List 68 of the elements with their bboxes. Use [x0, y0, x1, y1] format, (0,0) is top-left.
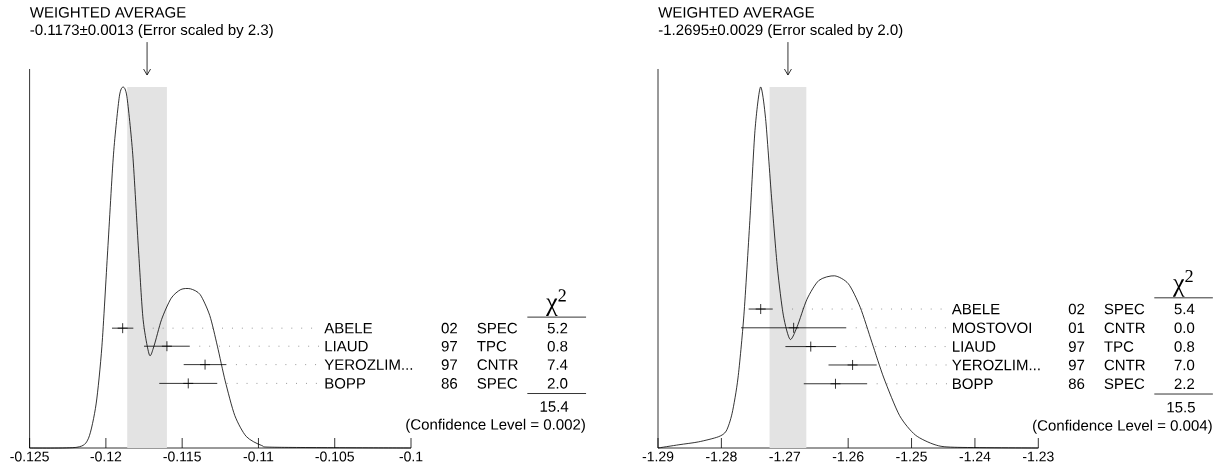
text: TPC: [1104, 341, 1134, 352]
text: 97: [1068, 341, 1085, 352]
x-tick-label: -1.26: [832, 451, 864, 462]
point: [788, 322, 800, 334]
x-tick-label: -0.105: [315, 451, 354, 462]
text: 2.2: [1174, 378, 1195, 389]
annotation: YEROZLIM...: [952, 359, 1040, 371]
annotation: ABELE: [324, 323, 372, 334]
x-tick-label: -1.23: [1022, 451, 1054, 462]
annotation: (Confidence Level = 0.002): [406, 418, 585, 433]
annotation: (Confidence Level = 0.004): [1033, 419, 1212, 434]
annotation: MOSTOVOI: [953, 322, 1031, 334]
point: [830, 378, 841, 390]
text: CNTR: [1104, 359, 1145, 371]
text: 97: [1068, 359, 1085, 371]
x-tick-label: -1.25: [896, 451, 927, 462]
text: 5.2: [547, 322, 568, 334]
text: TPC: [477, 340, 507, 352]
text: 97: [441, 359, 457, 370]
text: χ$^{2}$: [1172, 270, 1193, 297]
text: 0.8: [1174, 341, 1195, 352]
point: [161, 340, 173, 352]
annotation: ABELE: [951, 303, 1000, 315]
x-tick-label: -0.115: [163, 451, 201, 462]
chart-subtitle: -1.2695±0.0029 (Error scaled by 2.0): [658, 24, 903, 39]
annotation: LIAUD: [953, 341, 996, 352]
text: 5.4: [1174, 303, 1195, 315]
x-tick-label: -0.1: [399, 451, 423, 462]
annotation: BOPP: [953, 378, 993, 390]
point: [117, 322, 129, 334]
chart-title: WEIGHTED AVERAGE: [29, 7, 186, 18]
x-tick-label: -0.125: [10, 451, 49, 462]
text: 97: [441, 340, 457, 352]
text: 2.0: [547, 378, 568, 389]
text: 7.4: [547, 359, 568, 370]
text: χ$^{2}$: [546, 289, 566, 316]
point: [805, 341, 817, 352]
point: [847, 359, 858, 371]
text: CNTR: [1104, 322, 1145, 334]
chart-title: WEIGHTED AVERAGE: [658, 7, 814, 18]
x-tick-label: -0.11: [243, 451, 274, 462]
text: 86: [441, 378, 458, 389]
x-tick-label: -1.24: [959, 451, 991, 462]
x-tick-label: -1.28: [706, 451, 737, 462]
text: 0.8: [547, 340, 568, 352]
annotation: LIAUD: [325, 340, 368, 352]
text: SPEC: [477, 322, 518, 334]
text: 86: [1068, 378, 1085, 390]
annotation: YEROZLIM...: [324, 359, 413, 370]
text: 15.4: [540, 401, 569, 412]
text: SPEC: [1104, 378, 1145, 390]
text: CNTR: [477, 359, 518, 370]
text: SPEC: [477, 378, 518, 389]
text: 7.0: [1174, 359, 1195, 371]
chart-subtitle: -0.1173±0.0013 (Error scaled by 2.3): [30, 24, 273, 39]
x-tick-label: -0.12: [90, 451, 122, 462]
annotation: BOPP: [325, 378, 366, 389]
text: 0.0: [1174, 322, 1195, 334]
point: [755, 303, 767, 315]
text: 02: [441, 322, 457, 334]
point: [199, 359, 211, 371]
point: [182, 377, 194, 389]
text: 15.5: [1167, 402, 1195, 413]
x-tick-label: -1.27: [769, 451, 801, 462]
text: 01: [1068, 322, 1085, 334]
x-tick-label: -1.29: [642, 451, 674, 462]
text: 02: [1068, 303, 1085, 315]
text: SPEC: [1104, 303, 1145, 315]
